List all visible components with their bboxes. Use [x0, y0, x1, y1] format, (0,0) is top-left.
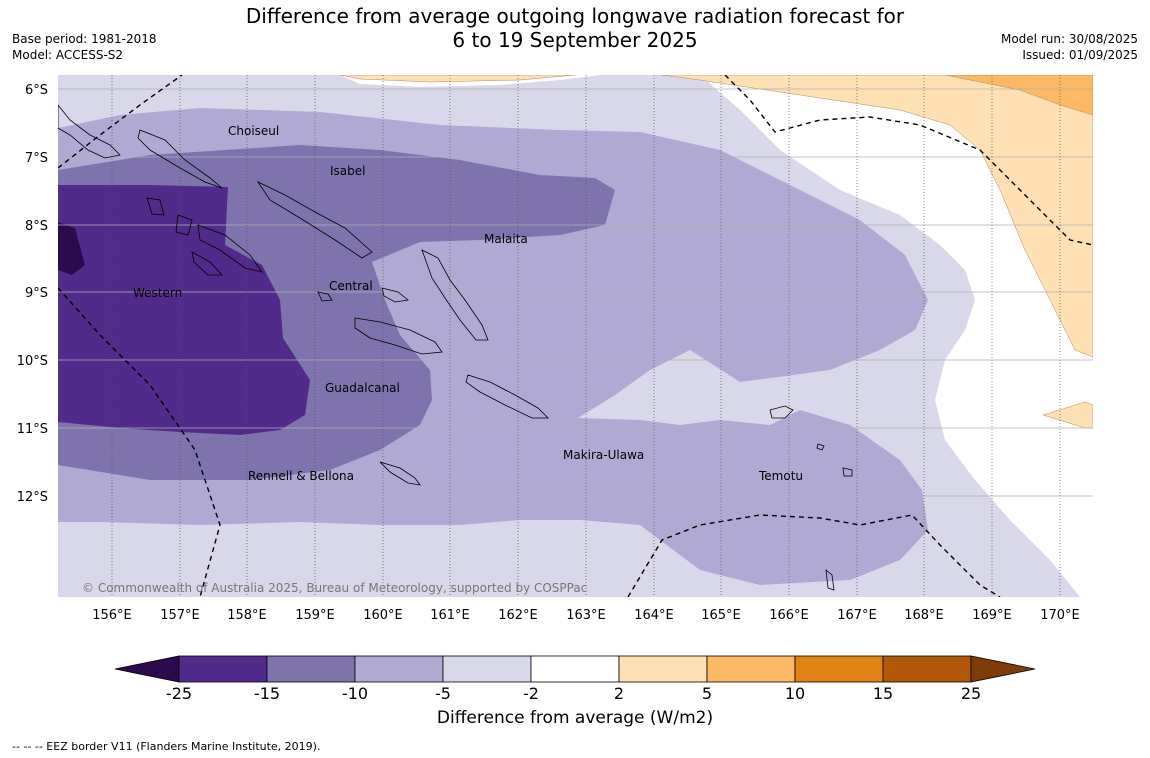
island-rennell	[379, 461, 421, 486]
colorbar-segment	[706, 655, 796, 683]
colorbar-segment	[442, 655, 532, 683]
island-new-georgia-2	[197, 224, 263, 273]
contour-plus2-north	[339, 75, 576, 83]
eez-footnote: -- -- -- EEZ border V11 (Flanders Marine…	[12, 740, 321, 753]
island-russell	[317, 291, 333, 302]
model-name: Model: ACCESS-S2	[12, 48, 124, 62]
lon-gridlines	[111, 75, 1061, 597]
lon-label-159e: 159°E	[295, 608, 335, 623]
island-bougainville-south	[58, 104, 121, 159]
colorbar-extend-low	[114, 655, 180, 683]
label-malaita: Malaita	[484, 232, 528, 246]
label-temotu: Temotu	[758, 469, 803, 483]
island-south	[825, 569, 835, 591]
lon-label-157e: 157°E	[160, 608, 200, 623]
colorbar-label: Difference from average (W/m2)	[436, 708, 714, 728]
lon-label-163e: 163°E	[566, 608, 606, 623]
label-isabel: Isabel	[330, 164, 365, 178]
lon-label-168e: 168°E	[904, 608, 944, 623]
contour-plus2-southeast	[1042, 401, 1093, 429]
lat-label-9s: 9°S	[25, 286, 48, 301]
lat-label-12s: 12°S	[17, 490, 48, 505]
eez-borders	[58, 75, 1093, 597]
label-western: Western	[133, 286, 182, 300]
lat-label-10s: 10°S	[17, 354, 48, 369]
map-plot-area: Choiseul Isabel Malaita Western Central …	[58, 75, 1093, 597]
lon-label-170e: 170°E	[1040, 608, 1080, 623]
model-run: Model run: 30/08/2025	[1000, 32, 1138, 46]
lon-label-158e: 158°E	[227, 608, 267, 623]
label-guadalcanal: Guadalcanal	[325, 381, 400, 395]
label-choiseul: Choiseul	[228, 124, 279, 138]
colorbar-segment	[354, 655, 444, 683]
island-vanikoro	[842, 467, 853, 477]
colorbar-segment	[266, 655, 356, 683]
colorbar-tick-label: -10	[342, 684, 368, 703]
lon-label-162e: 162°E	[498, 608, 538, 623]
island-new-georgia	[175, 214, 193, 236]
colorbar: -25 -15 -10 -5 -2 2 5 10 15 25	[114, 655, 1036, 703]
colorbar-tick-label: 5	[702, 684, 712, 703]
colorbar-tick-label: -2	[523, 684, 539, 703]
colorbar-tick-label: 2	[614, 684, 624, 703]
colorbar-segment	[882, 655, 972, 683]
title-line-2: 6 to 19 September 2025	[452, 28, 698, 52]
coastlines	[58, 104, 853, 591]
island-ranongga	[191, 251, 223, 276]
colorbar-tick-label: 25	[961, 684, 981, 703]
meta-right: Model run: 30/08/2025 Issued: 01/09/2025	[1001, 31, 1138, 63]
contour-plus5	[944, 75, 1093, 116]
label-makira-ulawa: Makira-Ulawa	[563, 448, 644, 462]
contour-minus25	[58, 222, 85, 275]
lon-label-167e: 167°E	[837, 608, 877, 623]
colorbar-tick-label: 15	[873, 684, 893, 703]
island-guadalcanal	[354, 317, 443, 355]
chart-title: Difference from average outgoing longwav…	[0, 4, 1150, 52]
lat-gridlines	[58, 88, 1093, 497]
lon-labels: 156°E 157°E 158°E 159°E 160°E 161°E 162°…	[92, 608, 1080, 623]
colorbar-segment	[618, 655, 708, 683]
island-santa-cruz	[769, 405, 794, 419]
island-vella	[146, 197, 165, 216]
title-line-1: Difference from average outgoing longwav…	[245, 4, 905, 28]
lon-label-161e: 161°E	[430, 608, 470, 623]
lon-label-160e: 160°E	[363, 608, 403, 623]
island-malaita	[421, 249, 489, 341]
meta-left: Base period: 1981-2018 Model: ACCESS-S2	[12, 31, 157, 63]
lat-label-6s: 6°S	[25, 83, 48, 98]
label-rennell-bellona: Rennell & Bellona	[248, 469, 354, 483]
island-isabel	[256, 181, 373, 259]
lon-label-166e: 166°E	[769, 608, 809, 623]
lon-label-156e: 156°E	[92, 608, 132, 623]
colorbar-tick-label: -5	[435, 684, 451, 703]
colorbar-segment	[178, 655, 268, 683]
lat-label-7s: 7°S	[25, 151, 48, 166]
island-makira	[465, 374, 549, 419]
lon-label-169e: 169°E	[972, 608, 1012, 623]
issued-date: Issued: 01/09/2025	[1022, 48, 1138, 62]
colorbar-tick-label: 10	[785, 684, 805, 703]
copyright-text: © Commonwealth of Australia 2025, Bureau…	[82, 581, 587, 595]
place-labels: Choiseul Isabel Malaita Western Central …	[133, 124, 803, 483]
island-tikopia	[816, 443, 825, 451]
island-florida	[381, 287, 409, 303]
colorbar-tick-label: -25	[166, 684, 192, 703]
lat-label-11s: 11°S	[17, 422, 48, 437]
lon-label-165e: 165°E	[701, 608, 741, 623]
colorbar-segment	[794, 655, 884, 683]
lat-labels: 6°S 7°S 8°S 9°S 10°S 11°S 12°S	[17, 83, 48, 505]
colorbar-segment	[530, 655, 620, 683]
island-choiseul	[137, 129, 223, 189]
base-period: Base period: 1981-2018	[12, 32, 157, 46]
contour-plus2-east	[661, 75, 1093, 358]
colorbar-tick-label: -15	[254, 684, 280, 703]
colorbar-extend-high	[970, 655, 1036, 683]
lat-label-8s: 8°S	[25, 219, 48, 234]
lon-label-164e: 164°E	[634, 608, 674, 623]
label-central: Central	[329, 279, 373, 293]
